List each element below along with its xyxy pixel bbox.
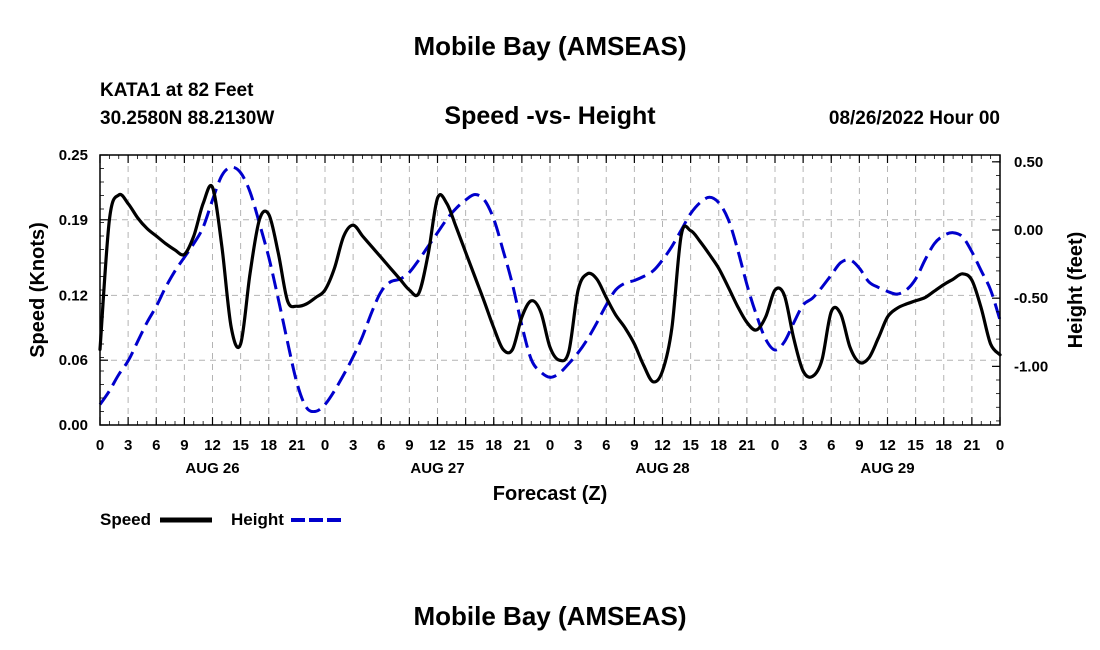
page-title: Mobile Bay (AMSEAS) (413, 31, 686, 61)
y-right-tick-label: 0.50 (1014, 154, 1043, 171)
x-tick-label: 3 (124, 437, 132, 454)
x-tick-label: 15 (682, 437, 699, 454)
x-tick-label: 12 (429, 437, 446, 454)
x-tick-label: 21 (964, 437, 981, 454)
x-tick-label: 0 (546, 437, 554, 454)
y-right-tick-label: -1.00 (1014, 358, 1048, 375)
x-tick-label: 9 (405, 437, 413, 454)
day-label: AUG 26 (185, 460, 239, 477)
x-tick-label: 12 (654, 437, 671, 454)
x-tick-label: 21 (514, 437, 531, 454)
x-tick-label: 6 (827, 437, 835, 454)
x-tick-label: 3 (799, 437, 807, 454)
y-right-tick-label: -0.50 (1014, 290, 1048, 307)
x-tick-label: 9 (630, 437, 638, 454)
station-line: KATA1 at 82 Feet (100, 80, 254, 101)
y-left-tick-label: 0.12 (59, 287, 88, 304)
x-tick-label: 9 (855, 437, 863, 454)
y-left-tick-label: 0.00 (59, 417, 88, 434)
x-tick-label: 18 (935, 437, 952, 454)
x-tick-label: 0 (321, 437, 329, 454)
x-tick-label: 15 (907, 437, 924, 454)
series-line-height (98, 165, 1002, 414)
y-left-tick-label: 0.25 (59, 147, 88, 164)
legend-speed-label: Speed (100, 510, 151, 529)
date-line: 08/26/2022 Hour 00 (829, 108, 1000, 129)
y-left-tick-label: 0.19 (59, 212, 88, 229)
series-line-speed (98, 184, 1002, 384)
x-tick-label: 21 (739, 437, 756, 454)
chart-title: Speed -vs- Height (444, 102, 656, 130)
x-tick-label: 18 (485, 437, 502, 454)
legend-height-label: Height (231, 510, 284, 529)
series-layer (98, 165, 1002, 414)
x-tick-label: 6 (377, 437, 385, 454)
grid-lines (100, 155, 1000, 425)
footer-title: Mobile Bay (AMSEAS) (413, 601, 686, 631)
x-tick-label: 6 (152, 437, 160, 454)
x-tick-label: 15 (457, 437, 474, 454)
x-tick-label: 18 (710, 437, 727, 454)
legend: Speed Height (100, 510, 343, 529)
x-tick-label: 18 (260, 437, 277, 454)
axis-ticks (99, 154, 1001, 426)
coords-line: 30.2580N 88.2130W (100, 108, 274, 129)
x-tick-label: 3 (574, 437, 582, 454)
x-tick-label: 3 (349, 437, 357, 454)
x-tick-label: 0 (771, 437, 779, 454)
x-tick-label: 0 (996, 437, 1004, 454)
x-tick-label: 6 (602, 437, 610, 454)
x-tick-labels: 0 3 6 9 12 15 18 21 0 3 6 9 12 15 18 21 0 3 6 9 12 15 18 21 0 3 6 9… (96, 437, 1004, 454)
x-tick-label: 15 (232, 437, 249, 454)
x-tick-label: 12 (879, 437, 896, 454)
y-left-tick-label: 0.06 (59, 352, 88, 369)
y-right-tick-label: 0.00 (1014, 222, 1043, 239)
day-labels: AUG 26 AUG 27 AUG 28 AUG 29 (185, 460, 914, 477)
day-label: AUG 27 (410, 460, 464, 477)
x-tick-label: 21 (289, 437, 306, 454)
x-axis-label: Forecast (Z) (493, 483, 607, 505)
x-tick-label: 0 (96, 437, 104, 454)
y-right-axis-label: Height (feet) (1065, 232, 1087, 349)
y-right-tick-labels: 0.50 0.00 -0.50 -1.00 (1014, 154, 1048, 376)
day-label: AUG 29 (860, 460, 914, 477)
x-tick-label: 12 (204, 437, 221, 454)
x-tick-label: 9 (180, 437, 188, 454)
y-left-axis-label: Speed (Knots) (27, 222, 49, 358)
y-left-tick-labels: 0.00 0.06 0.12 0.19 0.25 (59, 147, 88, 434)
day-label: AUG 28 (635, 460, 689, 477)
